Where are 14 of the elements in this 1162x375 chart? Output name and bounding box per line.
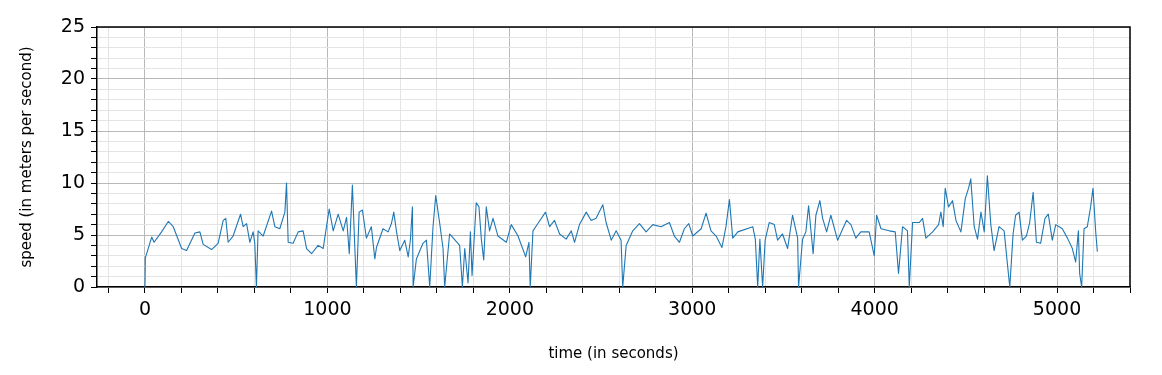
x-tick-label: 3000 [668,297,717,320]
x-tick-label: 0 [138,297,152,320]
y-tick-label: 5 [72,221,85,244]
x-tick-label: 2000 [485,297,534,320]
x-axis-title: time (in seconds) [548,343,679,362]
y-tick-label: 25 [60,13,85,36]
y-tick-label: 10 [60,169,85,192]
y-tick-label: 20 [60,65,85,88]
x-tick-label: 5000 [1032,297,1082,320]
x-tick-label: 4000 [850,297,899,320]
y-tick-label: 0 [72,273,85,296]
y-tick-label: 15 [60,117,85,140]
x-tick-label: 1000 [303,297,352,320]
y-axis-title: speed (in meters per second) [16,46,35,268]
